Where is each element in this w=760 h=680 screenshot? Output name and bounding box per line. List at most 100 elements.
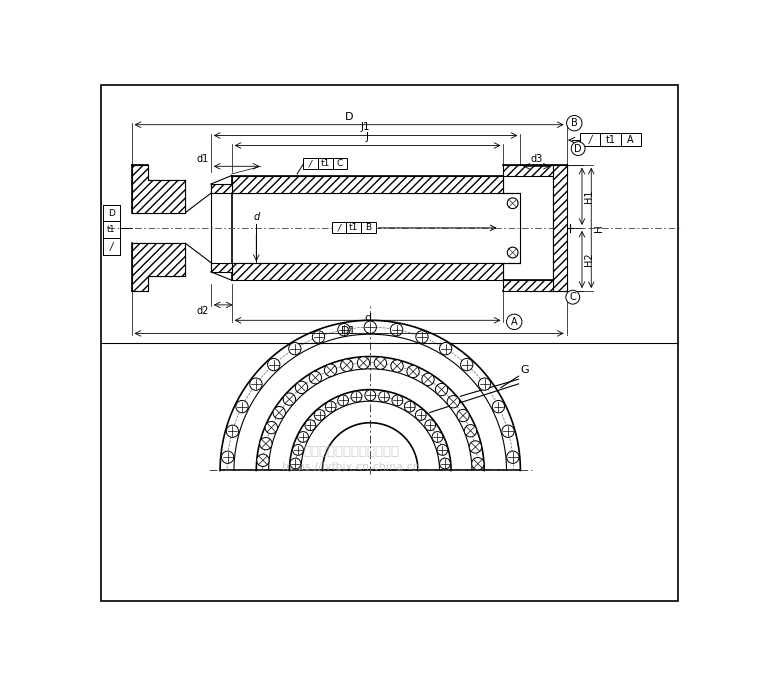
- Circle shape: [464, 424, 477, 437]
- Circle shape: [439, 458, 451, 469]
- Text: d3: d3: [530, 154, 543, 164]
- Circle shape: [391, 360, 404, 372]
- Text: B: B: [571, 118, 578, 128]
- Circle shape: [422, 373, 434, 386]
- Circle shape: [337, 324, 350, 336]
- Text: B: B: [366, 223, 372, 232]
- Text: D1: D1: [341, 326, 357, 337]
- Text: t1: t1: [606, 135, 616, 145]
- Text: /: /: [110, 241, 113, 252]
- Bar: [600, 133, 620, 146]
- Circle shape: [472, 458, 484, 470]
- Circle shape: [507, 451, 519, 463]
- Circle shape: [221, 451, 234, 463]
- Text: J1: J1: [361, 122, 370, 133]
- Bar: [553, 165, 567, 291]
- Bar: [361, 222, 375, 233]
- Circle shape: [290, 458, 301, 469]
- Bar: [211, 184, 232, 193]
- Polygon shape: [131, 165, 185, 212]
- Text: A: A: [511, 317, 518, 327]
- Text: d: d: [253, 211, 259, 222]
- Circle shape: [312, 330, 325, 343]
- Circle shape: [478, 378, 491, 390]
- Circle shape: [325, 401, 336, 412]
- Circle shape: [315, 409, 325, 420]
- Circle shape: [392, 395, 403, 406]
- Circle shape: [435, 384, 448, 396]
- Circle shape: [296, 381, 308, 394]
- Text: 洛阳梵邦机械设备有限公司: 洛阳梵邦机械设备有限公司: [303, 445, 399, 458]
- Text: https://lyfbjx.cn.china.cn: https://lyfbjx.cn.china.cn: [282, 462, 420, 472]
- Circle shape: [378, 391, 389, 402]
- Circle shape: [351, 391, 362, 402]
- Text: t1: t1: [349, 223, 359, 232]
- Circle shape: [447, 396, 460, 408]
- Circle shape: [298, 432, 309, 443]
- Bar: [232, 262, 503, 280]
- Text: t1: t1: [107, 225, 116, 235]
- Circle shape: [508, 198, 518, 209]
- Text: d1: d1: [196, 154, 208, 164]
- Circle shape: [305, 420, 315, 430]
- Bar: [503, 165, 567, 175]
- Circle shape: [257, 454, 269, 466]
- Circle shape: [407, 365, 420, 377]
- Circle shape: [226, 425, 239, 437]
- Text: H1: H1: [584, 190, 594, 203]
- Text: D: D: [345, 112, 353, 122]
- Bar: [333, 158, 347, 169]
- Circle shape: [404, 401, 415, 412]
- Text: /: /: [309, 159, 312, 168]
- Circle shape: [268, 358, 280, 371]
- Bar: [211, 262, 232, 272]
- Circle shape: [289, 343, 301, 355]
- Circle shape: [432, 432, 443, 443]
- Circle shape: [425, 420, 435, 430]
- Circle shape: [566, 290, 580, 304]
- Bar: [232, 175, 503, 193]
- Circle shape: [283, 393, 296, 405]
- Circle shape: [461, 358, 473, 371]
- Circle shape: [572, 141, 585, 156]
- Circle shape: [437, 445, 448, 456]
- Circle shape: [260, 437, 272, 449]
- Circle shape: [364, 321, 376, 333]
- Circle shape: [506, 314, 522, 330]
- Text: C: C: [569, 292, 576, 302]
- Circle shape: [416, 330, 428, 343]
- Circle shape: [469, 441, 482, 453]
- Circle shape: [439, 343, 451, 355]
- Text: C: C: [337, 159, 343, 168]
- Circle shape: [365, 390, 375, 401]
- Circle shape: [293, 445, 303, 456]
- Bar: [503, 280, 567, 291]
- Text: D: D: [108, 209, 115, 218]
- Text: J: J: [366, 133, 369, 142]
- Bar: [303, 158, 318, 169]
- Circle shape: [391, 324, 403, 336]
- Circle shape: [502, 425, 515, 437]
- Circle shape: [567, 116, 582, 131]
- Circle shape: [340, 359, 353, 371]
- Text: H: H: [594, 224, 604, 232]
- Circle shape: [250, 378, 262, 390]
- Text: d2: d2: [196, 307, 208, 316]
- Text: /: /: [337, 223, 340, 232]
- Text: G: G: [520, 364, 529, 375]
- Circle shape: [357, 357, 369, 369]
- Circle shape: [374, 357, 387, 369]
- Circle shape: [273, 407, 286, 419]
- Circle shape: [337, 395, 349, 406]
- Text: D: D: [575, 143, 582, 154]
- Bar: [347, 222, 361, 233]
- Text: A: A: [627, 135, 634, 145]
- Bar: [332, 222, 347, 233]
- Bar: [620, 133, 641, 146]
- Circle shape: [236, 401, 249, 413]
- Text: /: /: [589, 135, 592, 145]
- Bar: [318, 158, 333, 169]
- Circle shape: [492, 401, 505, 413]
- Circle shape: [416, 409, 426, 420]
- Circle shape: [457, 409, 469, 422]
